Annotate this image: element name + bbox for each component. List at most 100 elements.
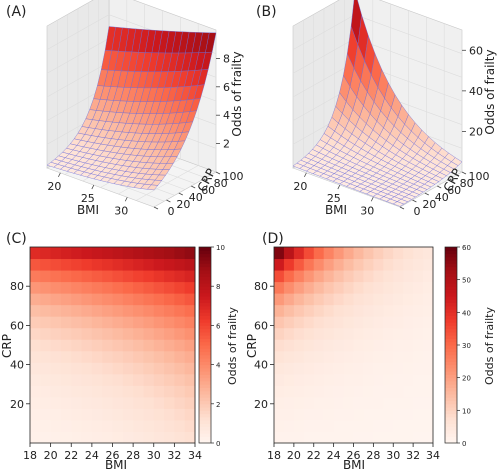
y-tick-mark bbox=[449, 178, 454, 182]
heatmap-cell bbox=[102, 281, 113, 294]
colorbar-step bbox=[445, 351, 457, 356]
heatmap-cell bbox=[373, 350, 384, 363]
heatmap-cell bbox=[383, 396, 394, 409]
heatmap-cell bbox=[184, 396, 196, 409]
heatmap-cell bbox=[50, 408, 62, 421]
colorbar-step bbox=[199, 407, 211, 411]
heatmap-cell bbox=[274, 270, 285, 283]
heatmap-cell bbox=[313, 408, 325, 421]
heatmap-cell bbox=[363, 373, 374, 386]
x-tick-label: 20 bbox=[293, 180, 307, 193]
heatmap-cell bbox=[81, 258, 93, 271]
heatmap-cell bbox=[91, 350, 103, 363]
heatmap-cell bbox=[81, 270, 93, 283]
heatmap-cell bbox=[383, 373, 394, 386]
heatmap-cell bbox=[363, 293, 374, 306]
heatmap-cell bbox=[303, 304, 315, 317]
heatmap-cell bbox=[323, 293, 335, 306]
heatmap-cell bbox=[81, 350, 93, 363]
heatmap-cell bbox=[403, 304, 414, 317]
heatmap-cell bbox=[30, 373, 41, 386]
colorbar-step bbox=[199, 282, 211, 287]
heatmap-cell bbox=[112, 281, 124, 294]
heatmap-cell bbox=[363, 396, 374, 409]
heatmap-cell bbox=[333, 339, 345, 352]
y-tick-label: 0 bbox=[414, 205, 421, 218]
colorbar-step bbox=[199, 296, 211, 300]
y-tick-label: 60 bbox=[254, 319, 268, 332]
heatmap-cell bbox=[81, 281, 93, 294]
heatmap-cell bbox=[413, 362, 424, 375]
heatmap-cell bbox=[323, 270, 335, 283]
heatmap-cell bbox=[353, 373, 364, 386]
colorbar-step bbox=[199, 341, 211, 346]
heatmap-cell bbox=[50, 385, 62, 398]
x-tick-label: 18 bbox=[267, 449, 281, 462]
colorbar-step bbox=[445, 263, 457, 268]
colorbar-step bbox=[445, 380, 457, 385]
heatmap-cell bbox=[133, 327, 144, 340]
heatmap-cell bbox=[102, 408, 113, 421]
x-tick-label: 22 bbox=[307, 449, 321, 462]
panel-d: (D) 18 20 22 24 26 28 30 32 34 20 40 60 80 0 10 20 30 40… bbox=[245, 231, 496, 471]
heatmap-cell bbox=[274, 350, 285, 363]
heatmap-cell bbox=[383, 431, 394, 444]
y-tick-label: 80 bbox=[214, 177, 228, 190]
colorbar-step bbox=[199, 263, 211, 268]
heatmap-cell bbox=[393, 281, 404, 294]
heatmap-cell bbox=[283, 270, 295, 283]
heatmap-cell bbox=[102, 350, 113, 363]
colorbar-step bbox=[445, 348, 457, 353]
heatmap-cell bbox=[274, 431, 285, 444]
heatmap-cell bbox=[71, 316, 83, 329]
heatmap-cell bbox=[102, 419, 113, 432]
heatmap-cell bbox=[153, 408, 165, 421]
colorbar-step bbox=[445, 374, 457, 379]
heatmap-cell bbox=[174, 408, 186, 421]
heatmap-cell bbox=[303, 270, 315, 283]
heatmap-cell bbox=[184, 408, 196, 421]
x-tick-label: 34 bbox=[426, 449, 440, 462]
heatmap-cell bbox=[323, 408, 335, 421]
colorbar-step bbox=[445, 364, 457, 369]
heatmap-cell bbox=[313, 270, 325, 283]
heatmap-cell bbox=[373, 304, 384, 317]
heatmap-cell bbox=[164, 396, 175, 409]
heatmap-cell bbox=[184, 293, 196, 306]
y-tick-label: 80 bbox=[10, 280, 24, 293]
heatmap-cell bbox=[153, 270, 165, 283]
colorbar-step bbox=[199, 338, 211, 343]
heatmap-cell bbox=[423, 362, 434, 375]
heatmap-cell bbox=[333, 373, 345, 386]
z-axis-label-a: Odds of frailty bbox=[230, 51, 244, 136]
heatmap-cell bbox=[313, 385, 325, 398]
heatmap-cell bbox=[91, 339, 103, 352]
colorbar-step bbox=[445, 269, 457, 274]
colorbar-tick-label: 10 bbox=[216, 244, 225, 252]
heatmap-cell bbox=[164, 431, 175, 444]
heatmap-cell bbox=[153, 419, 165, 432]
colorbar-step bbox=[445, 413, 457, 418]
heatmap-cell bbox=[102, 373, 113, 386]
heatmap-cell bbox=[143, 408, 155, 421]
heatmap-cell bbox=[122, 419, 134, 432]
colorbar-step bbox=[199, 345, 211, 349]
heatmap-cell bbox=[323, 339, 335, 352]
colorbar-step bbox=[199, 335, 211, 339]
heatmap-cell bbox=[413, 431, 424, 444]
heatmap-cell bbox=[164, 327, 175, 340]
heatmap-cell bbox=[413, 316, 424, 329]
heatmap-cell bbox=[50, 304, 62, 317]
colorbar-step bbox=[199, 433, 211, 437]
heatmap-cell bbox=[50, 373, 62, 386]
heatmap-cell bbox=[153, 293, 165, 306]
heatmap-cell bbox=[423, 350, 434, 363]
panel-c-ticks: 18 20 22 24 26 28 30 32 34 20 40 60 80 bbox=[10, 280, 202, 462]
heatmap-cell bbox=[112, 316, 124, 329]
x-tick-label: 30 bbox=[360, 204, 374, 217]
heatmap-cell bbox=[91, 316, 103, 329]
panel-label-d: (D) bbox=[262, 231, 284, 247]
heatmap-cell bbox=[143, 362, 155, 375]
heatmap-cell bbox=[30, 316, 41, 329]
